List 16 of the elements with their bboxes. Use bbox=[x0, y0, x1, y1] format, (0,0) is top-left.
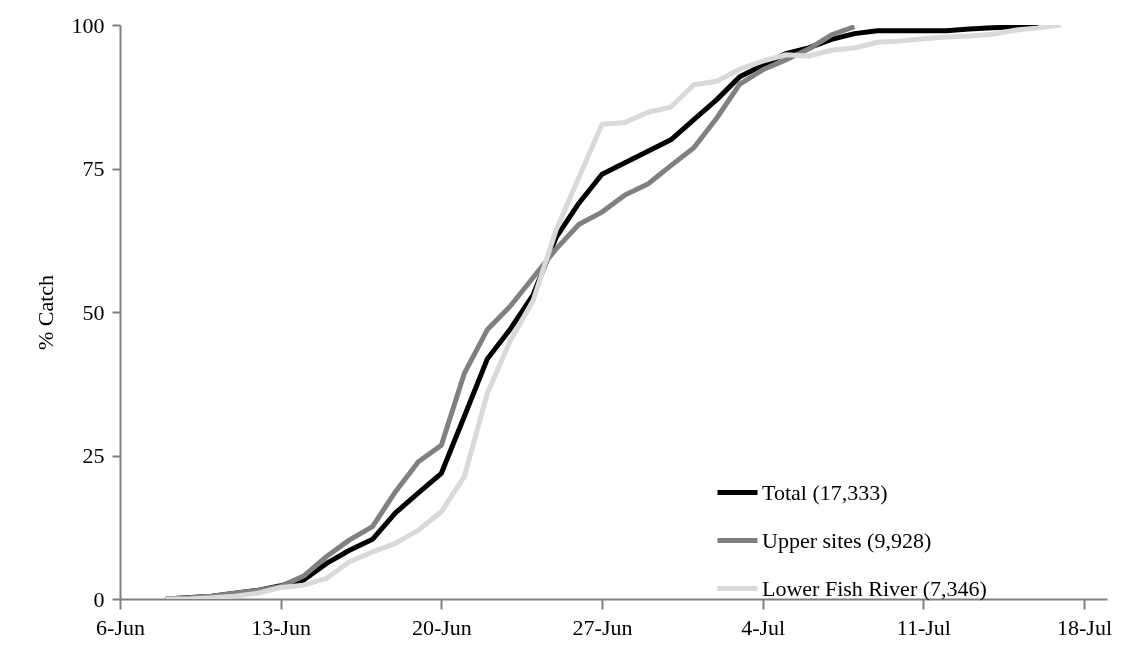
x-tick-label: 6-Jun bbox=[96, 614, 145, 640]
y-tick-label: 100 bbox=[71, 12, 105, 38]
y-tick-label: 0 bbox=[93, 586, 105, 612]
x-tick-label: 11-Jul bbox=[896, 614, 951, 640]
x-tick-label: 4-Jul bbox=[741, 614, 786, 640]
y-axis-title: % Catch bbox=[32, 274, 58, 351]
x-tick-label: 13-Jun bbox=[251, 614, 312, 640]
y-tick-label: 50 bbox=[82, 299, 105, 325]
x-tick-label: 20-Jun bbox=[411, 614, 472, 640]
legend-label: Lower Fish River (7,346) bbox=[762, 575, 987, 601]
y-tick-label: 25 bbox=[82, 443, 105, 468]
x-tick-label: 27-Jun bbox=[572, 614, 633, 640]
y-tick-label: 75 bbox=[82, 156, 105, 181]
legend-label: Upper sites (9,928) bbox=[762, 527, 932, 553]
x-tick-label: 18-Jul bbox=[1057, 614, 1113, 640]
legend-label: Total (17,333) bbox=[762, 479, 888, 505]
